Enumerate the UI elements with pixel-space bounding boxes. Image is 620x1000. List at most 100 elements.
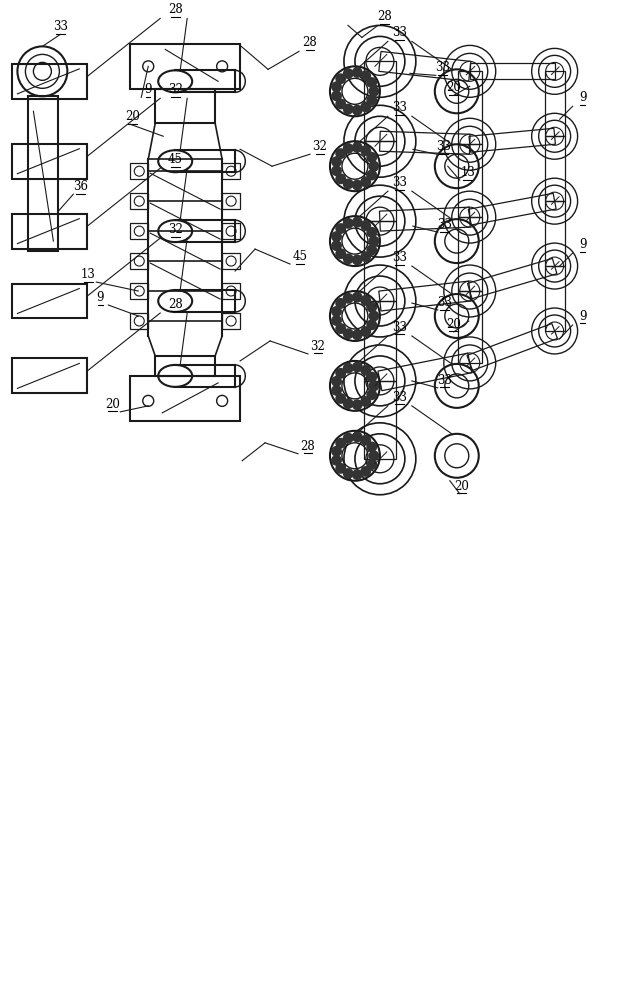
Bar bbox=[130, 163, 148, 179]
Circle shape bbox=[352, 399, 363, 410]
Text: 33: 33 bbox=[437, 374, 453, 387]
Circle shape bbox=[331, 156, 342, 167]
Circle shape bbox=[368, 161, 379, 172]
Bar bbox=[130, 44, 240, 89]
Circle shape bbox=[335, 98, 346, 109]
Circle shape bbox=[368, 86, 379, 97]
Bar bbox=[222, 313, 240, 329]
Circle shape bbox=[366, 302, 377, 313]
Circle shape bbox=[343, 433, 353, 443]
Circle shape bbox=[352, 142, 363, 153]
Circle shape bbox=[335, 463, 346, 474]
Circle shape bbox=[331, 446, 342, 457]
Circle shape bbox=[335, 248, 346, 259]
Circle shape bbox=[366, 244, 377, 255]
Circle shape bbox=[335, 73, 346, 84]
Circle shape bbox=[352, 292, 363, 303]
Bar bbox=[12, 144, 87, 179]
Circle shape bbox=[335, 393, 346, 404]
Text: 33: 33 bbox=[392, 321, 407, 334]
Text: 28: 28 bbox=[378, 10, 392, 23]
Text: 32: 32 bbox=[168, 223, 183, 236]
Circle shape bbox=[331, 385, 342, 396]
Text: 13: 13 bbox=[460, 166, 475, 179]
Circle shape bbox=[352, 469, 363, 480]
Circle shape bbox=[343, 253, 353, 264]
Circle shape bbox=[331, 306, 342, 317]
Text: 9: 9 bbox=[144, 83, 152, 96]
Text: 33: 33 bbox=[436, 140, 451, 153]
Circle shape bbox=[343, 179, 353, 189]
Circle shape bbox=[360, 251, 371, 262]
Text: 33: 33 bbox=[392, 391, 407, 404]
Bar bbox=[222, 193, 240, 209]
Circle shape bbox=[352, 362, 363, 373]
Circle shape bbox=[366, 227, 377, 238]
Circle shape bbox=[352, 329, 363, 340]
Text: 45: 45 bbox=[293, 250, 308, 263]
Text: 28: 28 bbox=[303, 36, 317, 49]
Circle shape bbox=[360, 326, 371, 337]
Circle shape bbox=[343, 218, 353, 229]
Bar bbox=[222, 163, 240, 179]
Text: 33: 33 bbox=[392, 101, 407, 114]
Circle shape bbox=[366, 389, 377, 400]
Text: 9: 9 bbox=[579, 310, 587, 323]
Text: 32: 32 bbox=[311, 340, 326, 353]
Bar bbox=[130, 313, 148, 329]
Bar bbox=[12, 214, 87, 249]
Circle shape bbox=[366, 442, 377, 452]
Bar bbox=[130, 376, 240, 421]
Circle shape bbox=[368, 450, 379, 461]
Circle shape bbox=[331, 240, 342, 251]
Bar bbox=[155, 356, 215, 376]
Circle shape bbox=[343, 68, 353, 79]
Text: 33: 33 bbox=[437, 218, 453, 231]
Text: 36: 36 bbox=[73, 180, 88, 193]
Text: 33: 33 bbox=[392, 176, 407, 189]
Bar bbox=[222, 253, 240, 269]
Circle shape bbox=[331, 315, 342, 326]
Circle shape bbox=[331, 231, 342, 242]
Circle shape bbox=[360, 101, 371, 112]
Text: 20: 20 bbox=[125, 110, 140, 123]
Circle shape bbox=[360, 70, 371, 81]
Circle shape bbox=[366, 152, 377, 163]
Text: 28: 28 bbox=[168, 3, 182, 16]
Bar bbox=[12, 284, 87, 318]
Circle shape bbox=[352, 254, 363, 265]
Circle shape bbox=[343, 143, 353, 154]
Bar bbox=[130, 223, 148, 239]
Bar bbox=[29, 96, 58, 251]
Bar bbox=[12, 64, 87, 99]
Text: 20: 20 bbox=[446, 81, 461, 94]
Circle shape bbox=[335, 368, 346, 379]
Text: 9: 9 bbox=[579, 238, 587, 251]
Text: 20: 20 bbox=[105, 398, 120, 411]
Text: 45: 45 bbox=[167, 153, 183, 166]
Bar bbox=[130, 253, 148, 269]
Text: 33: 33 bbox=[392, 251, 407, 264]
Text: 20: 20 bbox=[446, 318, 461, 331]
Circle shape bbox=[343, 363, 353, 374]
Text: 9: 9 bbox=[579, 91, 587, 104]
Circle shape bbox=[352, 105, 363, 116]
Text: 20: 20 bbox=[454, 480, 469, 493]
Circle shape bbox=[352, 67, 363, 78]
Circle shape bbox=[352, 217, 363, 228]
Text: 9: 9 bbox=[97, 291, 104, 304]
Bar bbox=[222, 283, 240, 299]
Bar bbox=[130, 283, 148, 299]
Bar bbox=[155, 89, 215, 123]
Circle shape bbox=[331, 165, 342, 176]
Circle shape bbox=[366, 372, 377, 383]
Circle shape bbox=[368, 236, 379, 247]
Text: 28: 28 bbox=[301, 440, 316, 453]
Circle shape bbox=[366, 77, 377, 88]
Text: 32: 32 bbox=[168, 83, 183, 96]
Circle shape bbox=[366, 170, 377, 180]
Circle shape bbox=[335, 298, 346, 309]
Circle shape bbox=[360, 176, 371, 187]
Circle shape bbox=[360, 295, 371, 306]
Circle shape bbox=[360, 466, 371, 477]
